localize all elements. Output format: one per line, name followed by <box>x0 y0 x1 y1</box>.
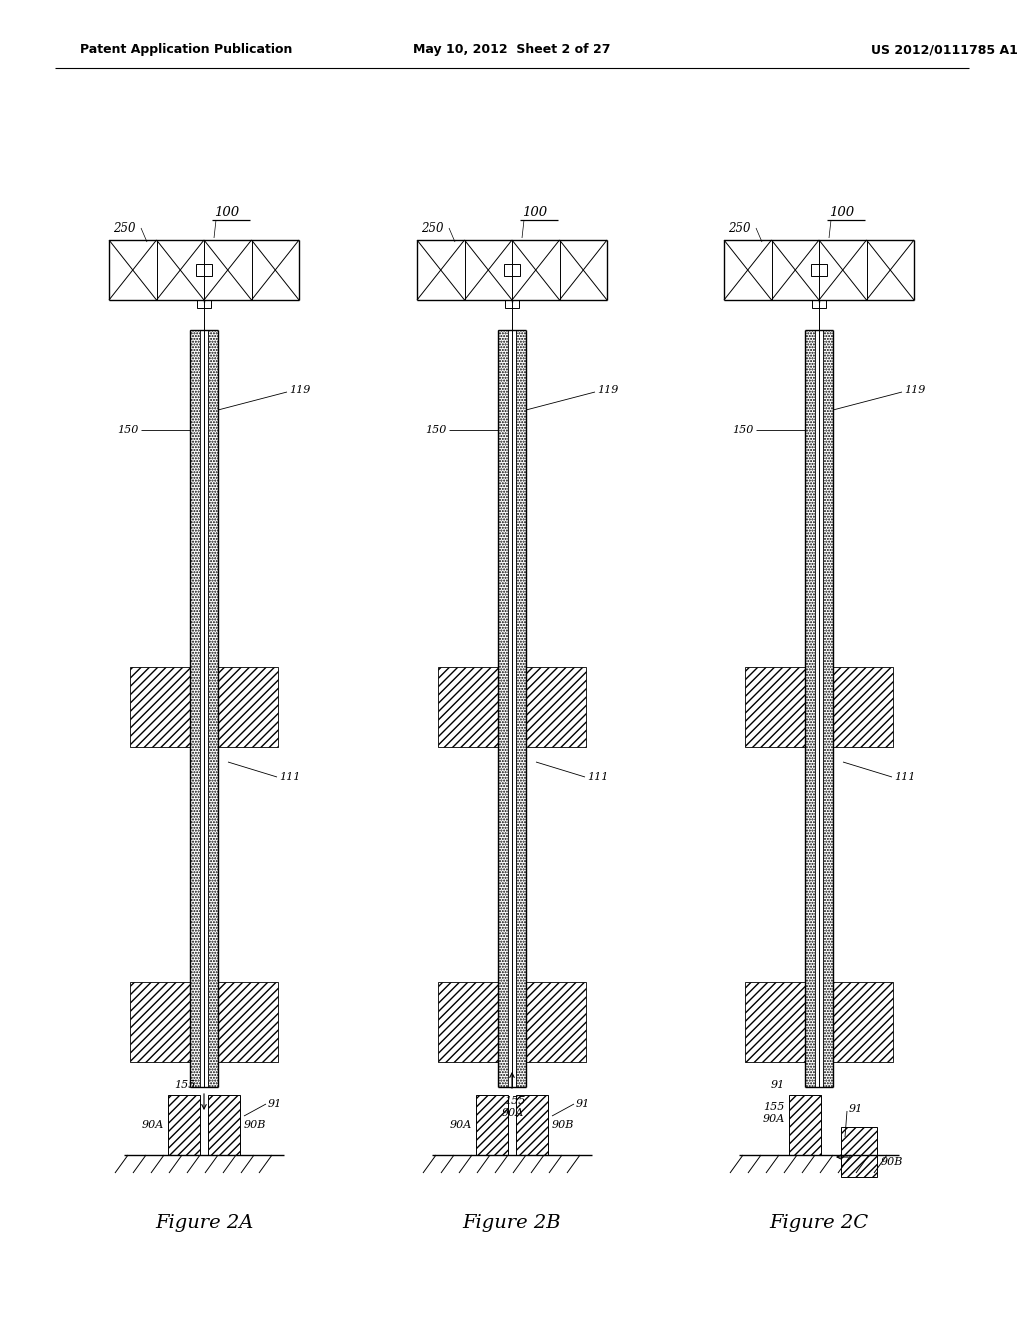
Bar <box>476 1096 508 1155</box>
Bar <box>130 982 190 1063</box>
Text: 91: 91 <box>771 1080 785 1090</box>
Text: 90B: 90B <box>244 1119 266 1130</box>
Bar <box>790 1096 821 1155</box>
Bar <box>516 330 526 1086</box>
Bar <box>745 667 805 747</box>
Text: 250: 250 <box>421 222 443 235</box>
Bar <box>841 1127 877 1177</box>
Text: May 10, 2012  Sheet 2 of 27: May 10, 2012 Sheet 2 of 27 <box>414 44 610 57</box>
Bar <box>197 300 211 308</box>
Bar <box>805 330 815 1086</box>
Bar <box>812 300 826 308</box>
Text: 111: 111 <box>587 772 608 781</box>
Text: 100: 100 <box>829 206 854 219</box>
Text: 100: 100 <box>522 206 547 219</box>
Bar <box>526 982 586 1063</box>
Bar <box>526 667 586 747</box>
Text: 119: 119 <box>289 385 310 395</box>
Text: 90B: 90B <box>552 1119 574 1130</box>
Text: 91: 91 <box>268 1100 283 1109</box>
Bar <box>504 264 520 276</box>
Bar <box>168 1096 200 1155</box>
Text: 150: 150 <box>732 425 754 436</box>
Text: 250: 250 <box>728 222 751 235</box>
Bar <box>811 264 827 276</box>
Text: Patent Application Publication: Patent Application Publication <box>80 44 293 57</box>
Text: 155: 155 <box>175 1080 196 1090</box>
Bar <box>218 982 278 1063</box>
Text: 150: 150 <box>118 425 139 436</box>
Text: 155: 155 <box>504 1096 525 1106</box>
Text: Figure 2C: Figure 2C <box>769 1214 868 1232</box>
Text: 250: 250 <box>113 222 135 235</box>
Bar <box>823 330 833 1086</box>
Bar <box>516 1096 548 1155</box>
Text: 91: 91 <box>575 1100 590 1109</box>
Text: 91: 91 <box>849 1104 863 1114</box>
Bar <box>745 982 805 1063</box>
Bar <box>505 300 519 308</box>
Text: US 2012/0111785 A1: US 2012/0111785 A1 <box>870 44 1018 57</box>
Bar <box>438 667 498 747</box>
Text: 90A: 90A <box>763 1114 785 1125</box>
Text: 90B: 90B <box>881 1158 903 1167</box>
Bar <box>833 667 893 747</box>
Text: 111: 111 <box>894 772 915 781</box>
Bar <box>498 330 508 1086</box>
Bar <box>218 667 278 747</box>
Text: 100: 100 <box>214 206 240 219</box>
Bar <box>208 1096 240 1155</box>
Text: 150: 150 <box>426 425 447 436</box>
Text: Figure 2A: Figure 2A <box>155 1214 253 1232</box>
Text: 119: 119 <box>904 385 926 395</box>
Text: 90A: 90A <box>502 1107 524 1118</box>
Text: 90A: 90A <box>450 1119 472 1130</box>
Bar <box>833 982 893 1063</box>
Text: 90A: 90A <box>141 1119 164 1130</box>
Bar <box>438 982 498 1063</box>
Bar <box>208 330 218 1086</box>
Text: 111: 111 <box>279 772 300 781</box>
Text: Figure 2B: Figure 2B <box>463 1214 561 1232</box>
Bar <box>190 330 200 1086</box>
Text: 119: 119 <box>597 385 618 395</box>
Bar <box>196 264 212 276</box>
Text: 155: 155 <box>764 1102 785 1111</box>
Bar <box>130 667 190 747</box>
